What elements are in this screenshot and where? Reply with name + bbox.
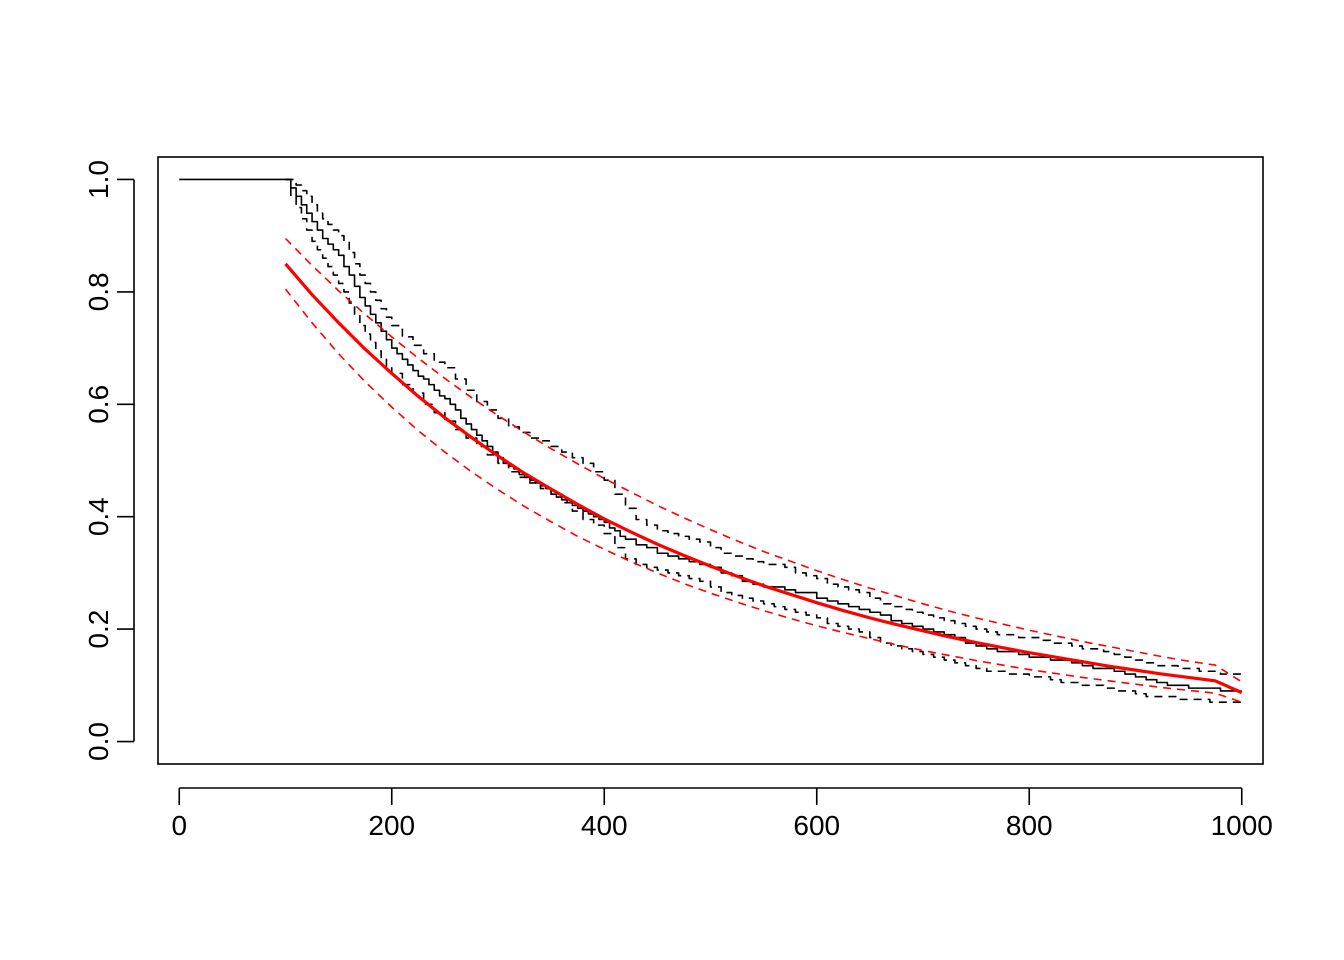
series-2-line bbox=[285, 178, 1242, 703]
y-tick-label: 0.4 bbox=[83, 497, 114, 536]
y-tick-label: 0.8 bbox=[83, 272, 114, 311]
series-0-line bbox=[179, 178, 1242, 692]
x-tick-label: 400 bbox=[581, 810, 628, 841]
y-tick-label: 1.0 bbox=[83, 160, 114, 199]
plot-frame bbox=[157, 156, 1264, 765]
series-5-line bbox=[284, 288, 1243, 703]
y-axis: 0.0 0.2 0.4 0.6 0.8 1.0 bbox=[83, 160, 135, 761]
y-tick-label: 0.2 bbox=[83, 610, 114, 649]
x-tick-label: 1000 bbox=[1211, 810, 1273, 841]
x-axis: 0 200 400 600 800 1000 bbox=[171, 787, 1273, 841]
series-3-line bbox=[284, 262, 1243, 695]
x-tick-label: 600 bbox=[793, 810, 840, 841]
y-tick-label: 0.0 bbox=[83, 722, 114, 761]
y-tick-label: 0.6 bbox=[83, 385, 114, 424]
x-tick-label: 200 bbox=[368, 810, 415, 841]
series-1-line bbox=[285, 178, 1242, 675]
series-4-line bbox=[284, 237, 1243, 683]
x-tick-label: 800 bbox=[1006, 810, 1053, 841]
x-tick-label: 0 bbox=[171, 810, 187, 841]
series-layer bbox=[179, 178, 1243, 703]
